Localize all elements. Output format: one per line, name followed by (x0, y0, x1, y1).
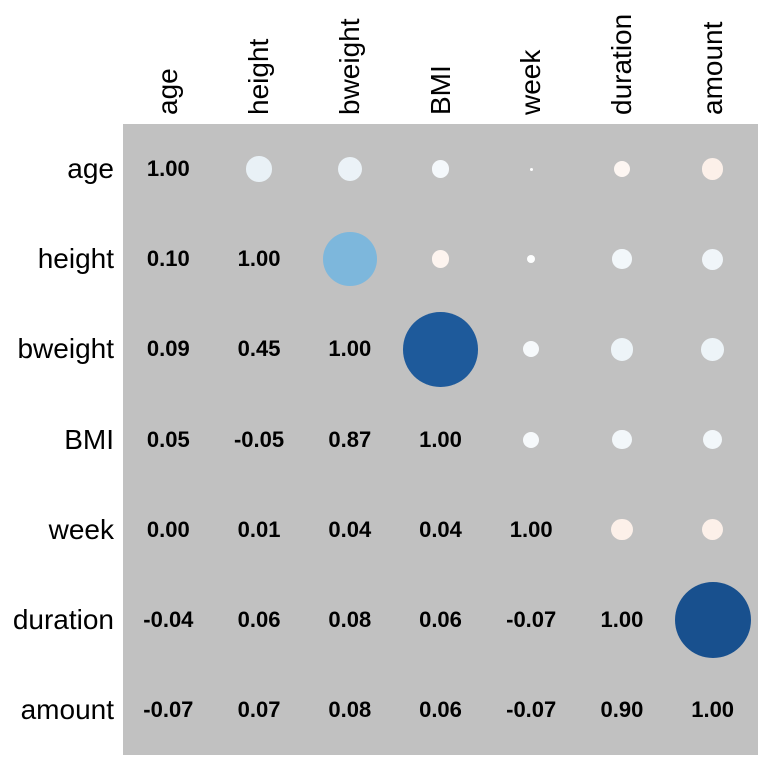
corr-circle-BMI-week (523, 431, 540, 448)
corr-value-bweight-height: 0.45 (237, 336, 281, 362)
corr-circle-bweight-amount (701, 338, 724, 361)
corr-value-BMI-height: -0.05 (233, 426, 285, 452)
corr-value-amount-BMI: 0.06 (419, 696, 462, 722)
corr-circle-age-BMI (431, 160, 450, 178)
col-label-duration: duration (605, 13, 637, 115)
corr-circle-age-height (246, 156, 272, 182)
plot-panel (123, 124, 758, 755)
corr-circle-age-duration (613, 161, 630, 178)
corr-value-age-age: 1.00 (146, 156, 190, 182)
corr-value-height-age: 0.10 (146, 246, 190, 272)
row-label-height: height (37, 243, 114, 275)
corr-circle-duration-amount (674, 581, 751, 658)
corr-value-amount-height: 0.07 (237, 696, 281, 722)
corr-value-height-height: 1.00 (237, 246, 281, 272)
corr-value-bweight-age: 0.09 (146, 336, 190, 362)
corr-value-amount-week: -0.07 (506, 696, 557, 722)
col-label-week: week (515, 49, 547, 115)
corr-value-BMI-bweight: 0.87 (328, 426, 372, 452)
row-label-duration: duration (12, 603, 114, 635)
corr-circle-age-amount (702, 158, 724, 180)
row-label-week: week (48, 513, 114, 545)
corr-value-duration-age: -0.04 (143, 606, 194, 632)
corr-value-duration-bweight: 0.08 (328, 606, 372, 632)
corr-circle-height-duration (612, 249, 632, 269)
corr-value-amount-amount: 1.00 (691, 696, 735, 722)
corr-value-BMI-BMI: 1.00 (419, 426, 462, 452)
corr-circle-bweight-duration (610, 338, 634, 361)
row-label-amount: amount (20, 693, 114, 725)
corr-value-amount-bweight: 0.08 (328, 696, 372, 722)
corr-circle-age-week (529, 167, 533, 171)
corr-circle-week-duration (611, 519, 633, 541)
col-label-height: height (243, 38, 275, 115)
col-label-amount: amount (696, 21, 728, 115)
corr-circle-week-amount (702, 519, 724, 541)
corr-circle-height-week (527, 255, 536, 264)
corr-value-week-week: 1.00 (509, 516, 553, 542)
row-label-bweight: bweight (17, 333, 114, 365)
corr-value-bweight-bweight: 1.00 (328, 336, 372, 362)
corr-circle-age-bweight (337, 157, 362, 182)
corr-value-amount-duration: 0.90 (600, 696, 644, 722)
corr-value-duration-height: 0.06 (237, 606, 281, 632)
corr-value-BMI-age: 0.05 (146, 426, 190, 452)
corr-value-duration-BMI: 0.06 (419, 606, 462, 632)
corr-value-week-bweight: 0.04 (328, 516, 372, 542)
corr-circle-height-BMI (431, 250, 450, 269)
corr-circle-bweight-week (523, 341, 540, 358)
col-label-bweight: bweight (333, 18, 365, 115)
corr-circle-height-amount (702, 248, 724, 270)
corr-circle-bweight-BMI (403, 312, 478, 387)
col-label-age: age (152, 68, 184, 115)
corr-circle-height-bweight (322, 232, 377, 287)
corr-circle-BMI-amount (702, 429, 723, 450)
corr-value-week-BMI: 0.04 (419, 516, 462, 542)
corr-circle-BMI-duration (612, 429, 632, 450)
col-label-BMI: BMI (424, 65, 456, 115)
corr-value-duration-week: -0.07 (506, 606, 557, 632)
row-label-BMI: BMI (64, 423, 114, 455)
row-label-age: age (67, 153, 114, 185)
corr-value-week-age: 0.00 (146, 516, 190, 542)
corr-value-duration-duration: 1.00 (600, 606, 644, 632)
corr-value-week-height: 0.01 (237, 516, 281, 542)
corr-value-amount-age: -0.07 (143, 696, 194, 722)
